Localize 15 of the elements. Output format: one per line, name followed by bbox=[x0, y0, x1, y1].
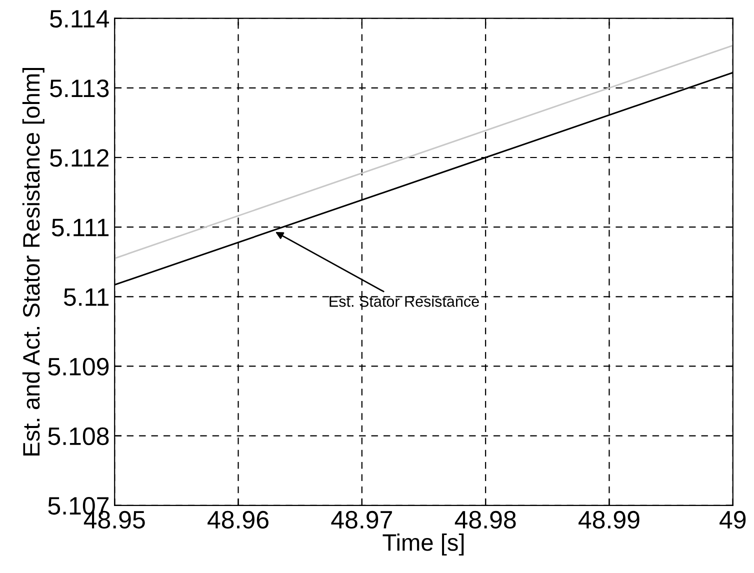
annotation: Est. Stator Resistance bbox=[330, 296, 479, 307]
x-axis-title: Time [s] bbox=[382, 534, 464, 556]
y-tick-label: 5.113 bbox=[50, 80, 109, 98]
y-tick-label: 5.112 bbox=[50, 149, 108, 167]
x-tick-label: 48.98 bbox=[454, 510, 516, 529]
x-tick-label: 48.97 bbox=[331, 510, 392, 529]
y-tick-label: 5.111 bbox=[52, 218, 109, 236]
y-axis-title: Est. and Act. Stator Resistance [ohm] bbox=[22, 68, 44, 456]
x-tick-label: 48.99 bbox=[578, 510, 640, 529]
y-tick-label: 5.109 bbox=[48, 358, 109, 376]
x-tick-label: 49 bbox=[720, 510, 746, 529]
y-tick-label: 5.108 bbox=[48, 427, 109, 446]
x-tick-label: 48.96 bbox=[208, 510, 268, 529]
y-tick-label: 5.114 bbox=[50, 10, 110, 28]
y-tick-label: 5.11 bbox=[64, 288, 109, 306]
